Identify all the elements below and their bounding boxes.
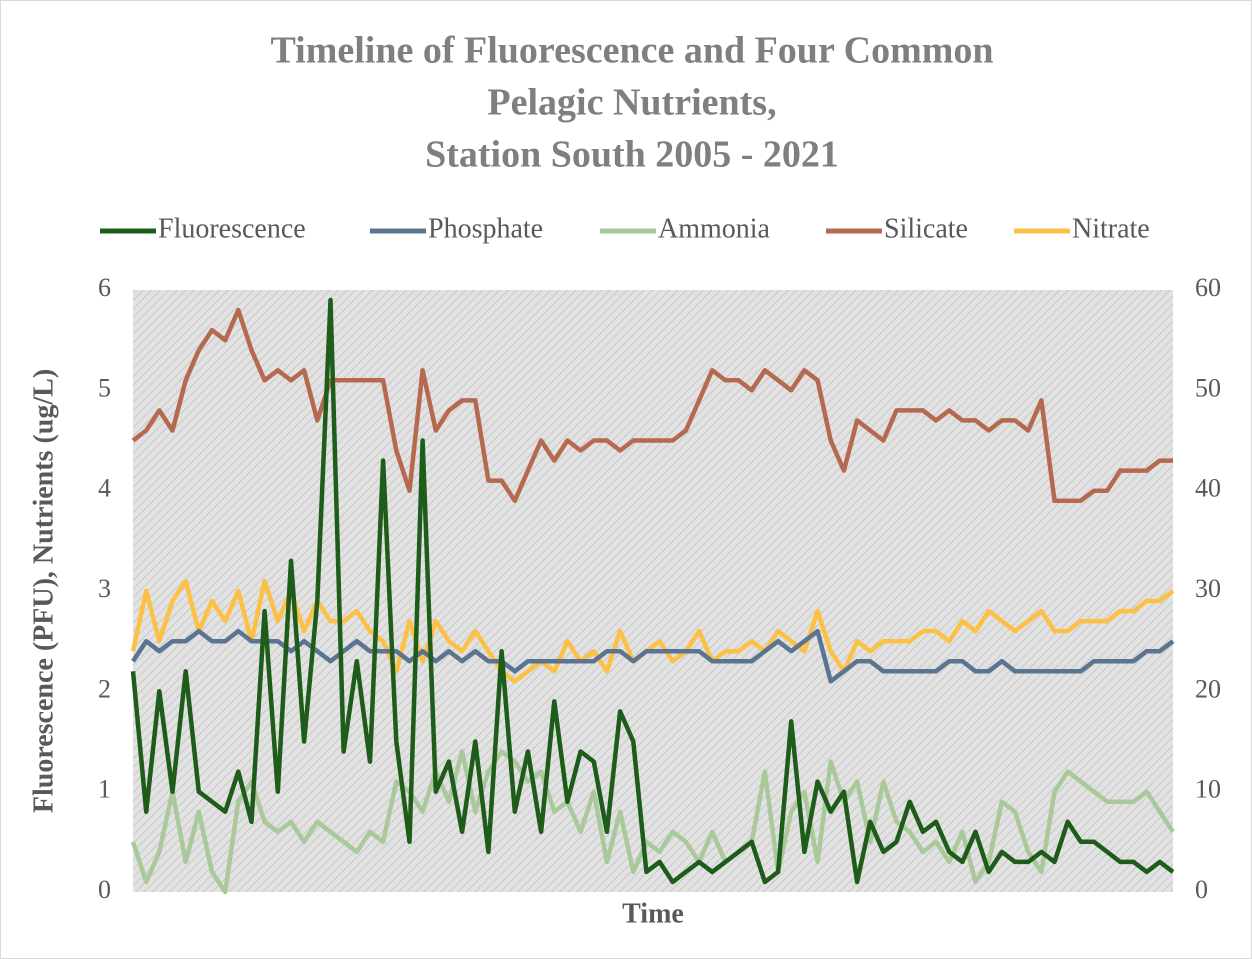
y-tick-label: 3 (98, 574, 111, 603)
y2-tick-label: 30 (1195, 574, 1221, 603)
y-axis-label: Fluorescence (PFU), Nutrients (ug/L) (28, 369, 59, 813)
y2-tick-label: 60 (1195, 273, 1221, 302)
y-tick-label: 2 (98, 674, 111, 703)
y2-tick-label: 20 (1195, 674, 1221, 703)
legend-label: Silicate (884, 213, 968, 244)
series-line (130, 749, 1175, 895)
series-line (131, 628, 1175, 684)
legend-label: Phosphate (428, 213, 543, 244)
x-axis-label: Time (622, 898, 684, 929)
y-tick-label: 5 (98, 373, 111, 402)
series-line (131, 307, 1173, 503)
legend-label: Nitrate (1072, 213, 1150, 244)
chart-title: Timeline of Fluorescence and Four Common (270, 30, 993, 72)
chart-title: Pelagic Nutrients, (487, 82, 776, 124)
y-tick-label: 6 (98, 273, 111, 302)
y2-tick-label: 0 (1195, 875, 1208, 904)
y-tick-label: 1 (98, 775, 111, 804)
series-line (130, 297, 1175, 885)
y-tick-label: 0 (98, 875, 111, 904)
plot-area (133, 290, 1173, 892)
legend-label: Fluorescence (158, 213, 306, 244)
y-tick-label: 4 (98, 474, 111, 503)
chart-title: Station South 2005 - 2021 (425, 134, 839, 176)
y2-tick-label: 40 (1195, 474, 1221, 503)
y2-tick-label: 50 (1195, 373, 1221, 402)
series-line (130, 578, 1175, 684)
y2-tick-label: 10 (1195, 775, 1221, 804)
legend-label: Ammonia (658, 213, 771, 244)
